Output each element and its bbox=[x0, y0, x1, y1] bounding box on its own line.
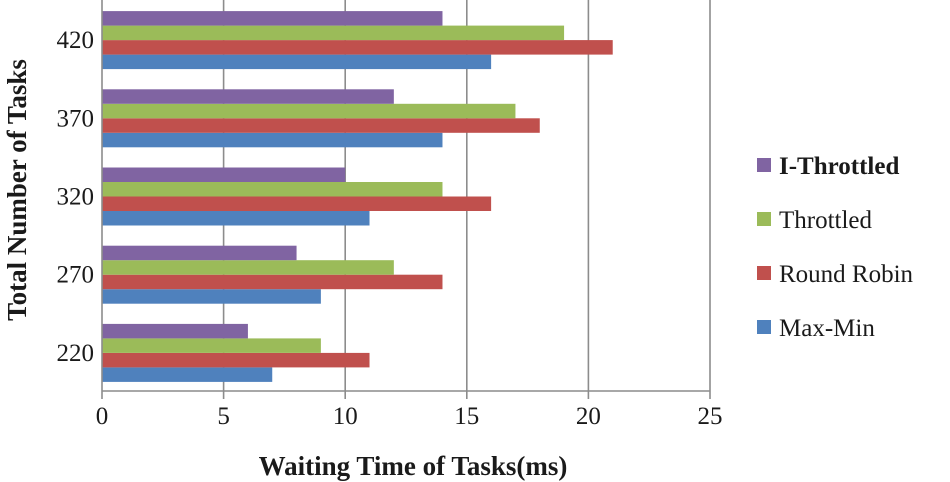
bar-i-throttled-270 bbox=[102, 245, 297, 261]
bar-i-throttled-320 bbox=[102, 167, 346, 182]
y-tick-label-270: 270 bbox=[57, 262, 95, 289]
legend-swatch-throttled bbox=[757, 212, 771, 226]
bar-i-throttled-220 bbox=[102, 323, 248, 339]
y-axis-title: Total Number of Tasks bbox=[2, 59, 32, 321]
y-tick-label-420: 420 bbox=[57, 27, 95, 54]
x-axis-title: Waiting Time of Tasks(ms) bbox=[259, 451, 568, 481]
y-tick-label-220: 220 bbox=[57, 340, 95, 367]
bar-max-min-220 bbox=[102, 367, 273, 382]
bar-throttled-220 bbox=[102, 338, 321, 353]
x-tick-label-15: 15 bbox=[454, 403, 479, 430]
legend-label-i-throttled: I-Throttled bbox=[779, 153, 899, 180]
x-tick-label-20: 20 bbox=[576, 403, 601, 430]
legend-swatch-round-robin bbox=[757, 266, 771, 280]
bar-round-robin-220 bbox=[102, 352, 370, 368]
bar-throttled-420 bbox=[102, 25, 565, 41]
bar-max-min-270 bbox=[102, 289, 321, 304]
bar-max-min-320 bbox=[102, 211, 370, 226]
bars bbox=[102, 11, 613, 382]
legend-swatch-max-min bbox=[757, 320, 771, 334]
x-tick-label-25: 25 bbox=[698, 403, 723, 430]
axes bbox=[101, 0, 711, 399]
legend-label-round-robin: Round Robin bbox=[779, 261, 914, 288]
bar-round-robin-370 bbox=[102, 118, 540, 133]
x-tick-label-0: 0 bbox=[96, 403, 109, 430]
x-tick-label-10: 10 bbox=[333, 403, 358, 430]
legend: I-Throttled Throttled Round Robin Max-Min bbox=[757, 153, 914, 342]
bar-round-robin-320 bbox=[102, 196, 492, 211]
legend-label-throttled: Throttled bbox=[779, 207, 873, 234]
x-tick-label-5: 5 bbox=[217, 403, 230, 430]
bar-round-robin-420 bbox=[102, 40, 613, 55]
legend-swatch-i-throttled bbox=[757, 158, 771, 172]
bar-throttled-320 bbox=[102, 182, 443, 197]
y-tick-label-320: 320 bbox=[57, 184, 95, 211]
bar-max-min-420 bbox=[102, 54, 492, 70]
bar-throttled-370 bbox=[102, 103, 516, 119]
x-tick-labels: 0 5 10 15 20 25 bbox=[96, 403, 723, 430]
bar-i-throttled-370 bbox=[102, 89, 394, 104]
y-tick-label-370: 370 bbox=[57, 105, 95, 132]
bar-round-robin-270 bbox=[102, 274, 443, 290]
y-tick-labels: 220 270 320 370 420 bbox=[57, 27, 95, 367]
bar-throttled-270 bbox=[102, 260, 394, 275]
legend-label-max-min: Max-Min bbox=[779, 315, 875, 342]
bar-max-min-370 bbox=[102, 132, 443, 148]
bar-i-throttled-420 bbox=[102, 11, 443, 26]
